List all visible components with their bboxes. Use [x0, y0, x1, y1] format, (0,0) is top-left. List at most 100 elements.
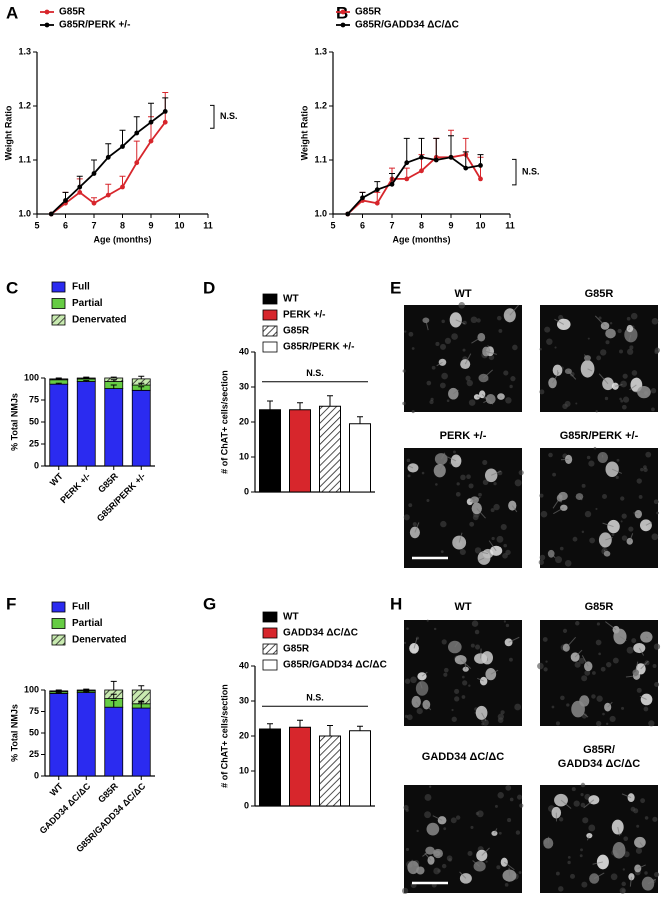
data-point [463, 165, 469, 171]
micrograph-speckle [518, 470, 524, 476]
neurite [464, 353, 472, 365]
micrograph-speckle [593, 446, 597, 450]
micrograph-speckle [490, 508, 495, 513]
y-axis-label: # of ChAT+ cells/section [219, 684, 229, 788]
legend-label: GADD34 ΔC/ΔC [283, 628, 358, 639]
motor-neuron [449, 312, 462, 328]
micrograph-speckle [493, 503, 500, 511]
micrograph-speckle [562, 628, 568, 633]
neurite [472, 860, 480, 867]
y-tick-label: 1.3 [314, 46, 327, 56]
x-tick-label: 7 [91, 220, 96, 230]
neurite [490, 669, 499, 675]
micrograph-speckle [498, 328, 503, 333]
neurite [485, 350, 497, 355]
micrograph-speckle [621, 404, 627, 410]
motor-neuron [502, 869, 517, 882]
motor-neuron [479, 390, 486, 399]
micrograph [402, 302, 522, 414]
micrograph-speckle [406, 714, 413, 721]
bar-segment [131, 389, 151, 467]
micrograph-speckle [441, 639, 447, 645]
micrograph-speckle [411, 347, 415, 350]
micrograph-speckle [582, 817, 589, 824]
error-bar [110, 376, 117, 378]
neurite [560, 799, 572, 809]
micrograph-speckle [621, 706, 625, 710]
y-tick-label: 0 [34, 460, 39, 470]
data-point [148, 138, 154, 144]
micrograph-background [540, 448, 658, 568]
y-tick-label: 20 [239, 730, 249, 740]
neurite [477, 557, 485, 562]
error-bar [83, 691, 90, 693]
micrograph-speckle [516, 794, 523, 800]
micrograph-speckle [403, 641, 407, 644]
micrograph-speckle [509, 657, 513, 662]
error-bar [267, 400, 273, 410]
micrograph-speckle [478, 492, 482, 497]
neurite [415, 701, 420, 707]
data-point [345, 211, 351, 217]
error-bar [138, 700, 145, 704]
motor-neuron [598, 532, 612, 548]
micrograph-speckle [416, 829, 419, 833]
micrograph-speckle [467, 850, 473, 856]
error-bar [357, 416, 363, 424]
micrograph-speckle [402, 887, 409, 894]
micrograph-speckle [475, 644, 481, 650]
legend-dot [44, 22, 50, 28]
micrograph-speckle [515, 830, 521, 835]
neurite [424, 852, 432, 861]
legend-swatch [262, 325, 278, 337]
micrograph-speckle [451, 333, 458, 340]
micrograph-speckle [567, 855, 571, 859]
y-tick-label: 10 [239, 765, 249, 775]
micrograph-speckle [596, 695, 603, 702]
error-bar [138, 685, 145, 690]
motor-neuron [628, 873, 635, 881]
micrograph-speckle [643, 467, 648, 473]
image-label: G85R [585, 601, 614, 613]
neurite [611, 468, 622, 474]
micrograph-speckle [433, 627, 437, 631]
micrograph-speckle [580, 802, 586, 808]
data-point [48, 211, 54, 217]
legend-swatch [262, 659, 278, 671]
error-bar [418, 137, 425, 158]
data-point [374, 200, 380, 206]
bar-segment [104, 388, 124, 467]
micrograph-speckle [459, 548, 466, 556]
data-point [419, 168, 424, 174]
micrograph-speckle [621, 881, 626, 887]
y-tick-label: 50 [29, 727, 39, 737]
micrograph-speckle [470, 316, 478, 324]
micrograph-speckle [602, 712, 605, 716]
micrograph-speckle [652, 664, 657, 668]
error-bar [133, 140, 140, 163]
micrograph-speckle [493, 482, 497, 486]
error-bar [327, 725, 333, 736]
micrograph-speckle [650, 388, 657, 394]
x-tick-label: G85R/PERK +/- [95, 471, 148, 524]
micrograph-speckle [416, 708, 423, 715]
y-axis-label: % Total NMJs [9, 704, 19, 762]
error-bar [83, 688, 90, 690]
micrograph-speckle [551, 705, 555, 709]
neurite [440, 452, 446, 460]
neurite [511, 505, 518, 513]
micrograph-speckle [645, 451, 652, 458]
micrograph-speckle [631, 638, 637, 644]
micrograph-speckle [545, 660, 548, 663]
x-tick-label: G85R [96, 781, 120, 805]
micrograph-speckle [636, 478, 642, 484]
legend-label: Partial [72, 298, 103, 309]
micrograph-speckle [598, 316, 602, 320]
neurite [574, 649, 583, 658]
neurite [625, 675, 637, 678]
micrograph-speckle [588, 824, 596, 832]
micrograph-speckle [620, 496, 625, 501]
micrograph-speckle [509, 384, 513, 389]
neurite [639, 842, 644, 847]
x-axis-label: Age (months) [94, 234, 152, 244]
